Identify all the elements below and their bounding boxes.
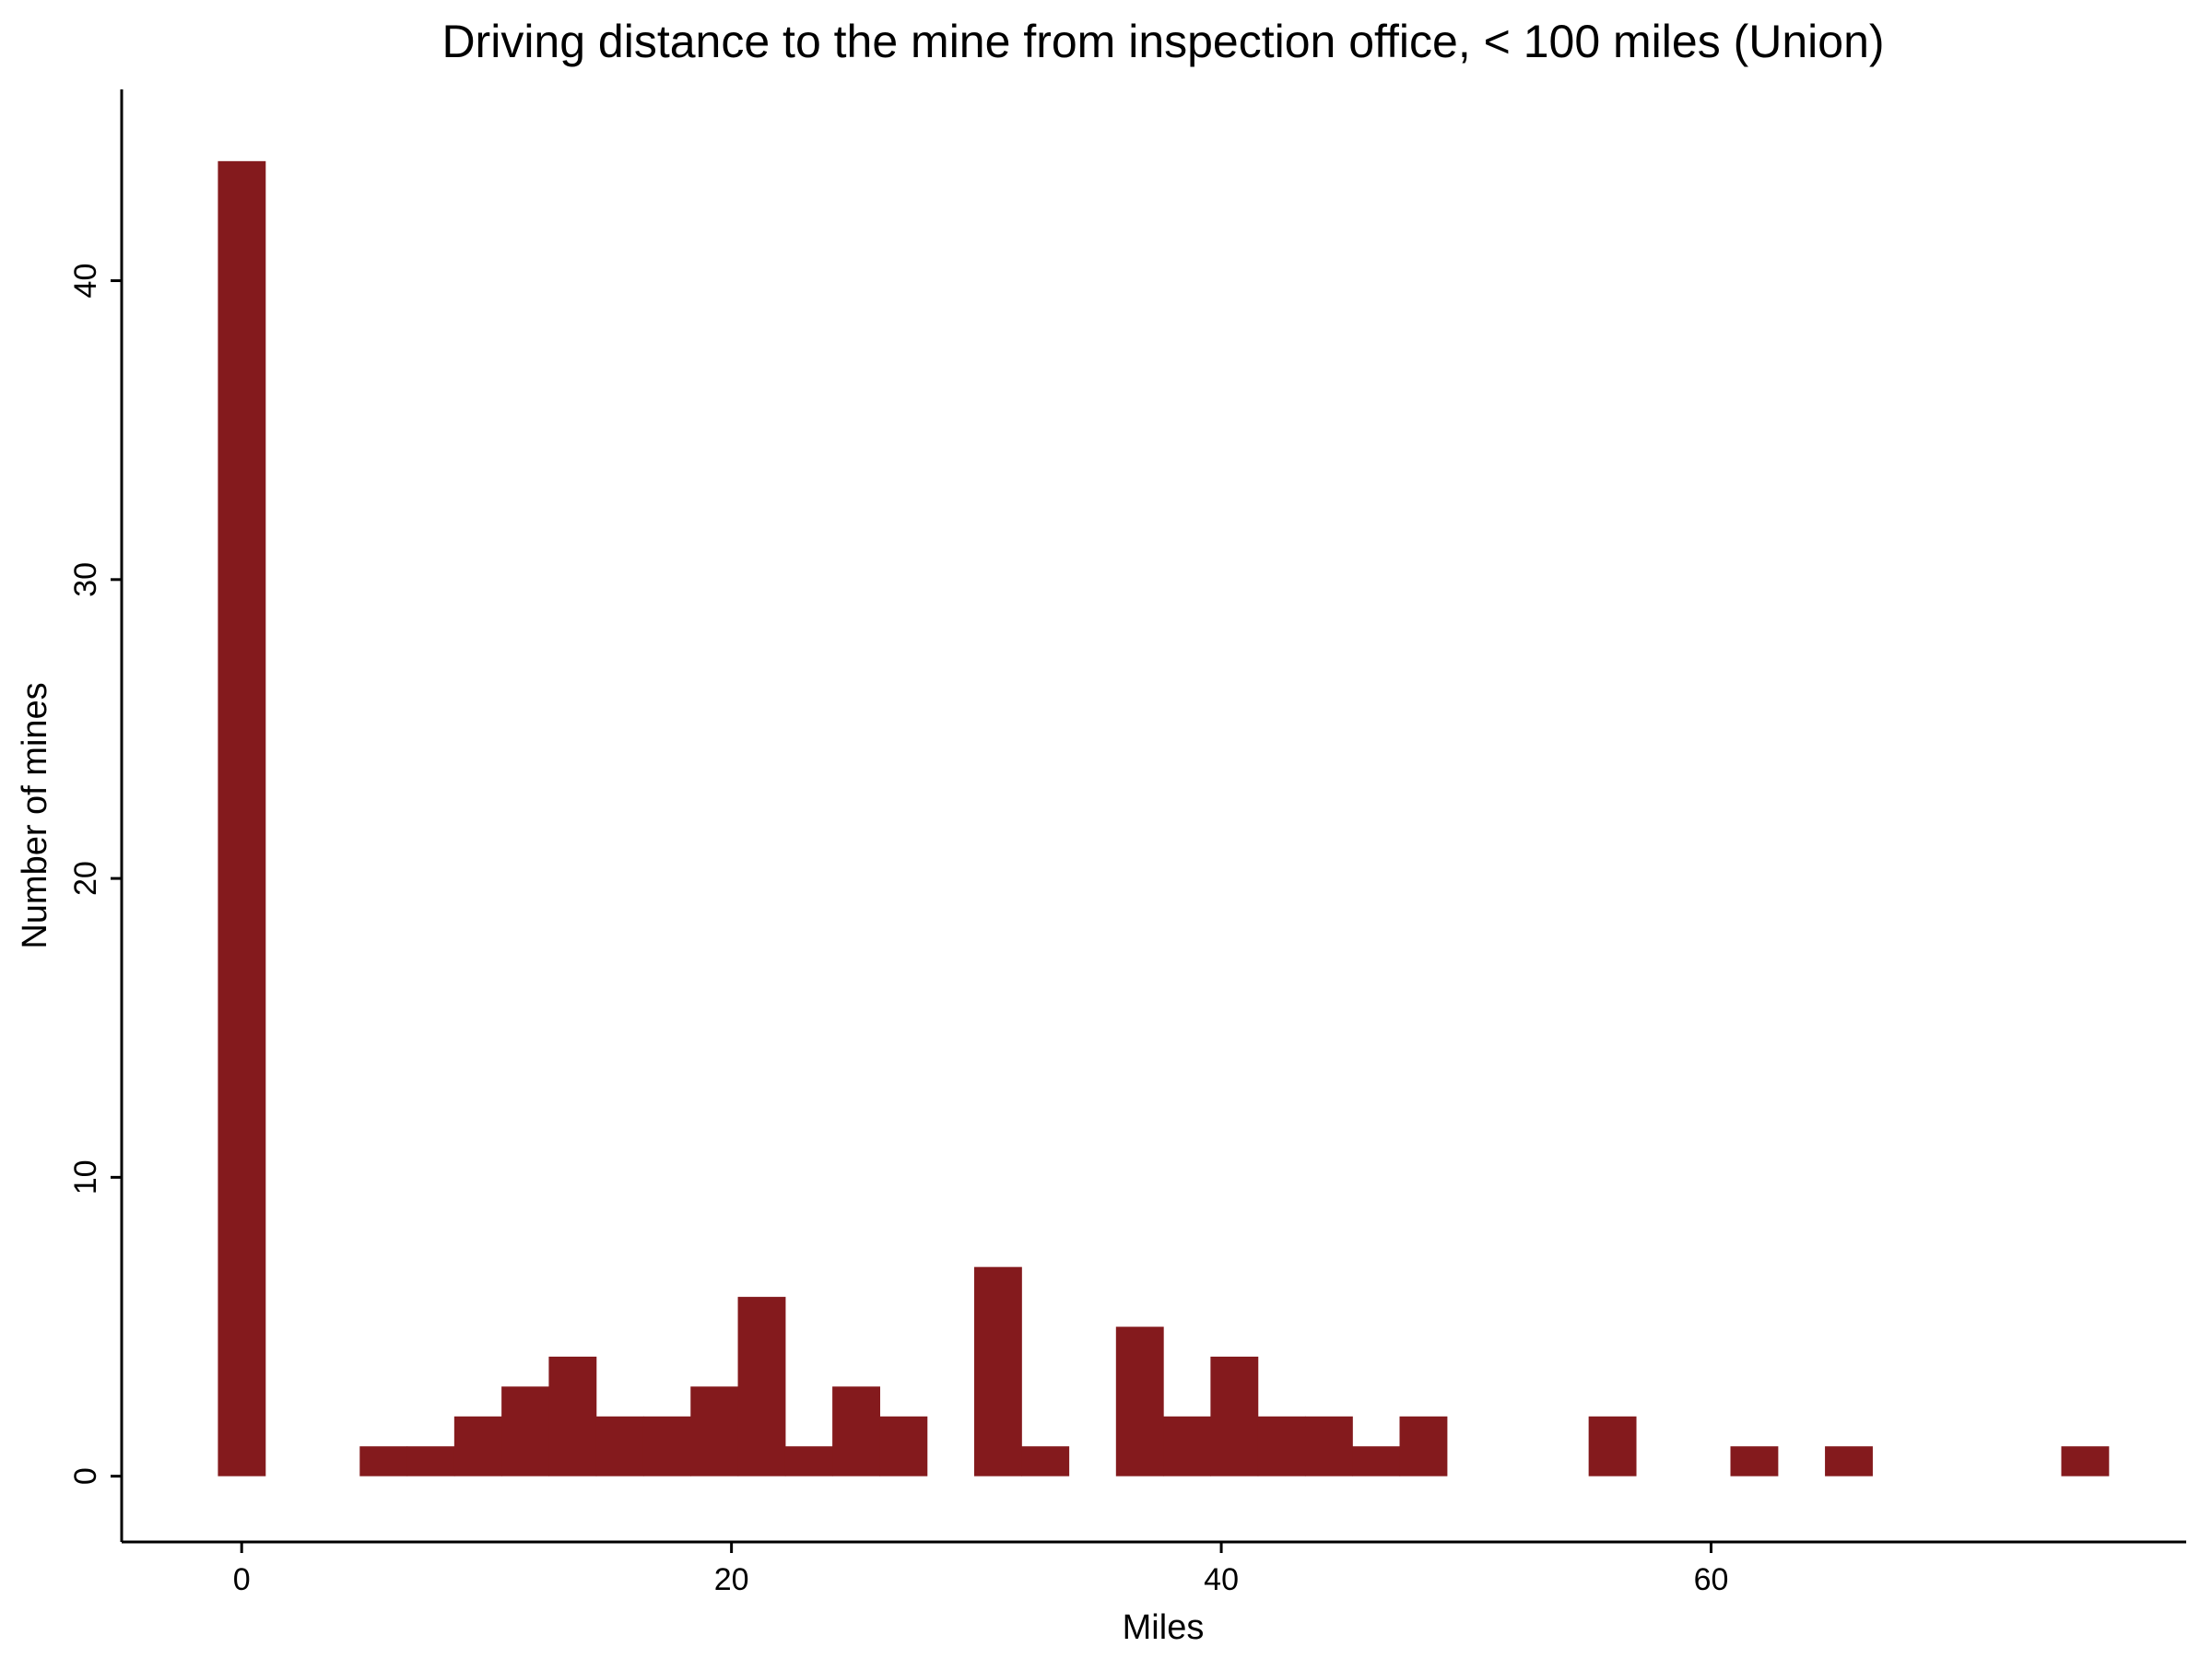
histogram-bar [548,1356,597,1477]
histogram-bar [690,1386,739,1477]
x-tick-label: 0 [233,1562,251,1597]
histogram-bar [1352,1446,1401,1477]
y-axis-label: Number of mines [16,682,54,948]
x-tick-label: 20 [714,1562,749,1597]
histogram-bar [595,1416,644,1477]
histogram-bar [1021,1446,1070,1477]
histogram-bar [879,1416,928,1477]
x-tick-label: 40 [1204,1562,1239,1597]
y-tick-label: 30 [68,562,103,597]
histogram-bar [218,160,266,1477]
bars-group [218,160,2110,1477]
histogram-bar [642,1416,691,1477]
histogram-bar [1210,1356,1259,1477]
histogram-bar [2061,1446,2110,1477]
histogram-bar [1825,1446,1873,1477]
y-axis-ticks: 0 10 20 30 40 [68,264,122,1485]
histogram-bar [453,1416,502,1477]
histogram-bar [1730,1446,1779,1477]
histogram-bar [1115,1326,1164,1477]
histogram-bar [737,1297,786,1477]
histogram-bar [501,1386,550,1477]
x-axis-label: Miles [1123,1608,1205,1647]
x-axis-ticks: 0 20 40 60 [233,1542,1729,1597]
y-tick-label: 0 [68,1467,103,1485]
y-tick-label: 10 [68,1159,103,1194]
y-tick-label: 20 [68,861,103,896]
x-tick-label: 60 [1694,1562,1729,1597]
y-tick-label: 40 [68,264,103,299]
histogram-bar [1304,1416,1353,1477]
histogram-bar [406,1446,455,1477]
histogram-bar [1588,1416,1637,1477]
histogram-bar [973,1266,1022,1477]
histogram-bar [1163,1416,1211,1477]
histogram-bar [1399,1416,1448,1477]
histogram-bar [784,1446,833,1477]
histogram-bar [359,1446,408,1477]
chart-title: Driving distance to the mine from inspec… [441,16,1884,67]
histogram-bar [832,1386,880,1477]
histogram-bar [1257,1416,1306,1477]
